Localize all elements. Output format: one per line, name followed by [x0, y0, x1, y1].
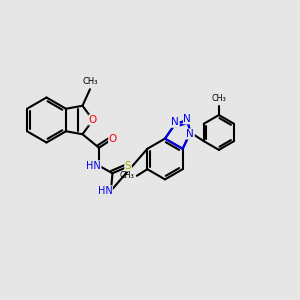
Text: O: O: [109, 134, 117, 144]
Text: CH₃: CH₃: [212, 94, 226, 103]
Text: HN: HN: [98, 186, 112, 196]
Text: N: N: [184, 114, 191, 124]
Text: N: N: [171, 117, 179, 127]
Text: CH₃: CH₃: [119, 171, 134, 180]
Text: S: S: [125, 161, 131, 171]
Text: O: O: [89, 115, 97, 125]
Text: HN: HN: [86, 161, 101, 171]
Text: CH₃: CH₃: [82, 76, 98, 86]
Text: N: N: [187, 129, 194, 139]
